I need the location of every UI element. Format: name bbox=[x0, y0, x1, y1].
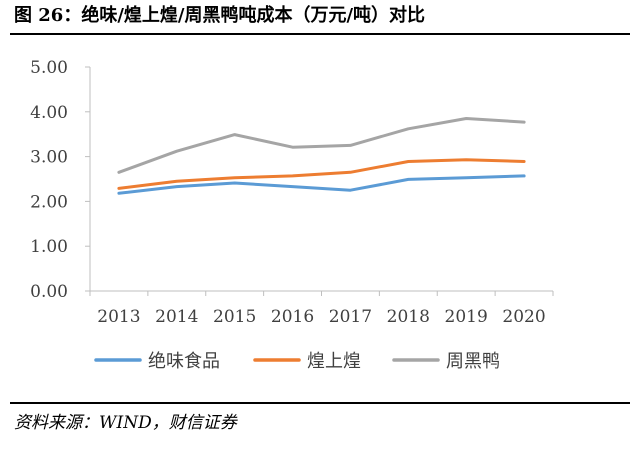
x-tick-label: 2017 bbox=[329, 307, 372, 327]
y-tick-label: 1.00 bbox=[30, 237, 68, 257]
legend-label-2: 煌上煌 bbox=[307, 351, 361, 372]
y-tick-label: 4.00 bbox=[30, 103, 68, 123]
legend-label-1: 绝味食品 bbox=[148, 351, 220, 372]
x-tick-label: 2018 bbox=[387, 307, 430, 327]
bottom-rule bbox=[10, 402, 630, 404]
y-tick-label: 2.00 bbox=[30, 192, 68, 212]
x-tick-label: 2020 bbox=[502, 307, 545, 327]
y-tick-label: 3.00 bbox=[30, 148, 68, 168]
source-note: 资料来源：WIND，财信证券 bbox=[14, 413, 237, 433]
x-tick-label: 2019 bbox=[445, 307, 488, 327]
top-rule bbox=[10, 33, 630, 35]
y-tick-label: 0.00 bbox=[30, 282, 68, 302]
x-tick-label: 2016 bbox=[271, 307, 314, 327]
x-tick-label: 2014 bbox=[155, 307, 198, 327]
series-line-3 bbox=[117, 117, 526, 174]
series-line-1 bbox=[117, 174, 526, 195]
series-line-2 bbox=[117, 158, 526, 190]
legend-label-3: 周黑鸭 bbox=[446, 351, 500, 372]
line-chart: 0.00 1.00 2.00 3.00 4.00 5.00 2013 2014 2015 2016… bbox=[30, 58, 554, 372]
y-tick-label: 5.00 bbox=[30, 58, 68, 78]
figure-title: 图 26：绝味/煌上煌/周黑鸭吨成本（万元/吨）对比 bbox=[14, 5, 426, 26]
x-tick-label: 2015 bbox=[213, 307, 256, 327]
x-tick-label: 2013 bbox=[97, 307, 140, 327]
